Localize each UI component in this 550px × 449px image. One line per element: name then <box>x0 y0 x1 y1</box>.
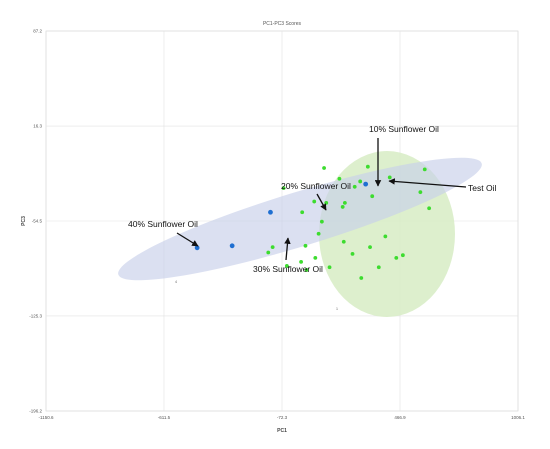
sample-point <box>303 243 308 248</box>
sample-point <box>370 194 375 199</box>
score-points <box>194 164 432 280</box>
stray-mark: 1 <box>336 306 339 311</box>
sample-point <box>394 255 399 260</box>
sample-point <box>383 234 388 239</box>
sample-point <box>358 179 363 184</box>
annotation-arrow <box>284 237 291 261</box>
sample-point <box>304 268 309 272</box>
sample-point <box>281 186 286 191</box>
axis-ticks: -1150.6 -611.5 -72.3 466.9 1006.1 87.2 16.3 -54… <box>29 29 525 421</box>
blend-confidence-ellipse <box>118 157 482 281</box>
annotation-arrow <box>316 193 327 211</box>
annotation-arrow <box>176 232 199 247</box>
sample-point <box>418 190 423 195</box>
sample-point <box>342 200 347 205</box>
blend-point <box>194 245 200 251</box>
sample-point <box>270 245 275 250</box>
annotation-label: Test Oil <box>468 183 496 193</box>
blend-point <box>268 209 273 215</box>
sample-point <box>319 219 324 224</box>
annotation-label: 40% Sunflower Oil <box>128 219 198 229</box>
annotation-label: 10% Sunflower Oil <box>369 124 439 134</box>
sample-point <box>352 184 357 189</box>
sample-point <box>340 205 345 209</box>
blend-point <box>363 181 369 187</box>
y-tick-label: 16.3 <box>33 124 42 129</box>
sample-point <box>300 210 305 215</box>
sample-point <box>316 231 321 236</box>
sample-point <box>387 175 392 180</box>
y-tick-label: -125.3 <box>29 313 42 318</box>
x-tick-label: -72.3 <box>277 415 288 420</box>
x-axis-label: PC1 <box>277 428 287 434</box>
sample-point <box>312 199 317 204</box>
sample-point <box>359 276 364 280</box>
y-tick-label: 87.2 <box>33 29 42 34</box>
x-tick-label: -611.5 <box>158 415 171 420</box>
annotation-arrow <box>388 178 467 188</box>
x-tick-label: 1006.1 <box>511 415 525 420</box>
annotation-label: 20% Sunflower Oil <box>281 181 351 191</box>
sample-point <box>422 167 427 172</box>
sample-point <box>266 250 271 255</box>
sample-point <box>299 259 303 264</box>
sample-point <box>368 245 372 250</box>
sample-point <box>341 239 346 244</box>
sample-point <box>350 251 355 256</box>
sample-point <box>400 253 405 258</box>
blend-point <box>229 243 235 249</box>
sample-point <box>327 265 332 270</box>
sample-point <box>324 200 329 205</box>
sample-point <box>427 206 432 211</box>
sample-point <box>376 265 381 270</box>
stray-mark: 4 <box>175 279 178 284</box>
annotations: 40% Sunflower Oil 30% Sunflower Oil 20% Su… <box>128 124 496 311</box>
x-tick-label: -1150.6 <box>39 415 54 420</box>
annotation-label: 30% Sunflower Oil <box>253 264 323 274</box>
x-tick-label: 466.9 <box>394 415 406 420</box>
sample-point <box>337 176 342 181</box>
grid-lines <box>45 30 519 412</box>
sample-point <box>284 264 289 268</box>
y-tick-label: -54.5 <box>32 219 43 224</box>
y-tick-label: -196.2 <box>29 409 42 414</box>
y-axis-label: PC3 <box>21 216 27 226</box>
sample-point <box>365 164 370 169</box>
sample-point <box>322 166 326 170</box>
chart-title: PC1-PC3 Scores <box>263 21 302 27</box>
sample-point <box>313 255 318 260</box>
